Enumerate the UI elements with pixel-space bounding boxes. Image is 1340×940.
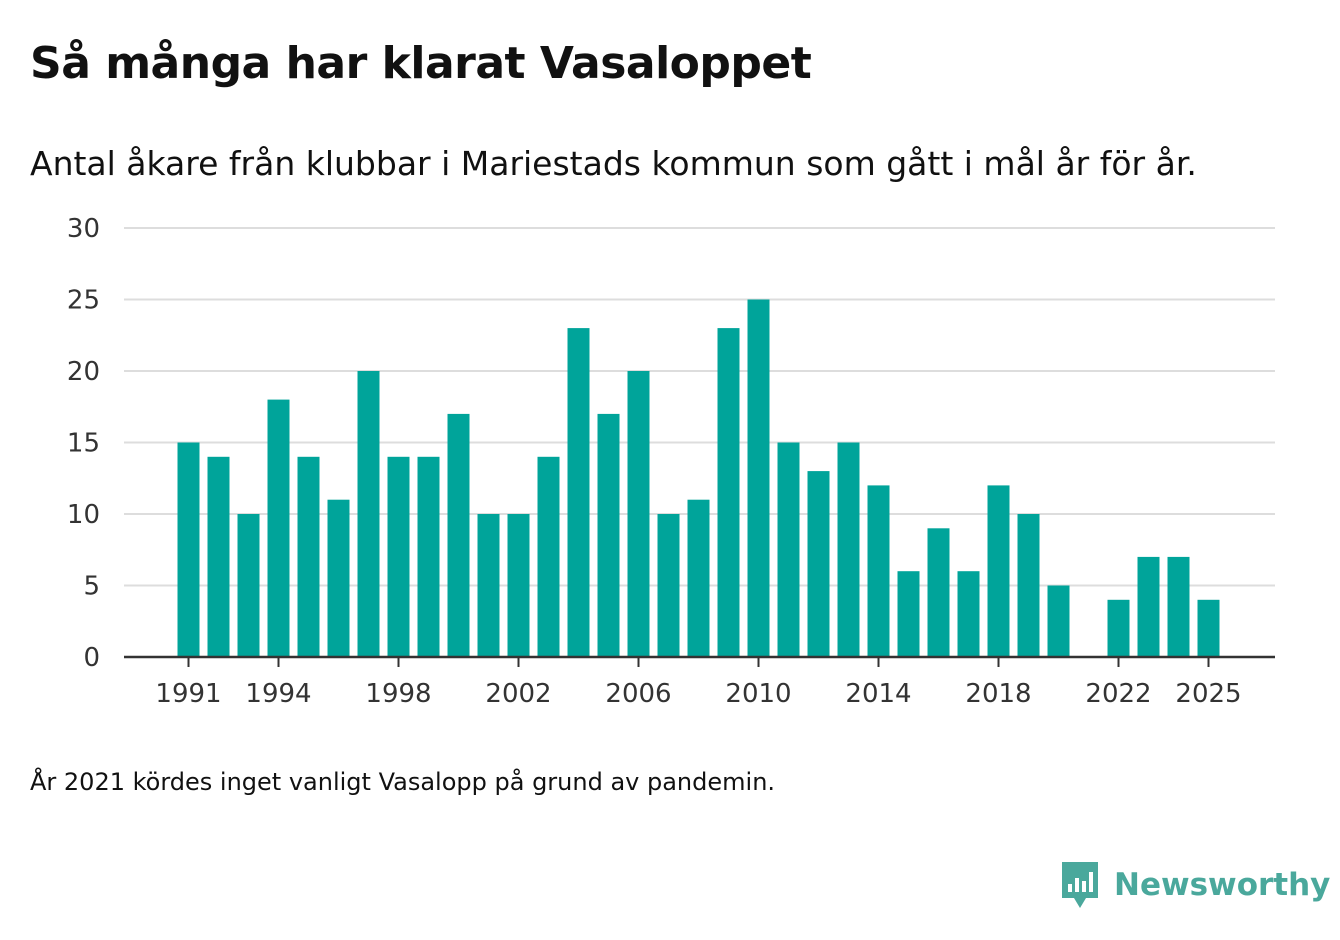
- bar-2010: [747, 299, 770, 657]
- bar-2012: [807, 471, 830, 657]
- y-tick-label-5: 5: [83, 572, 100, 602]
- x-tick-label-2018: 2018: [965, 679, 1031, 709]
- x-tick-label-1991: 1991: [155, 679, 221, 709]
- bar-1996: [327, 499, 350, 657]
- bar-2023: [1137, 556, 1160, 657]
- bar-2025: [1197, 599, 1220, 657]
- y-axis-ticks: 0 5 10 15 20 25 30: [67, 214, 100, 673]
- x-axis-ticks: 1991 1994 1998 2002 2006 2010 2014 2018 2022 2025: [155, 657, 1242, 709]
- y-tick-label-15: 15: [67, 429, 100, 459]
- bar-2019: [1017, 514, 1040, 657]
- x-tick-label-1998: 1998: [365, 679, 431, 709]
- bar-2004: [567, 328, 590, 657]
- bar-2006: [627, 371, 650, 657]
- bar-2009: [717, 328, 740, 657]
- brand: Newsworthy: [1060, 860, 1330, 910]
- x-tick-label-2025: 2025: [1175, 679, 1241, 709]
- bar-2001: [477, 514, 500, 657]
- y-tick-label-25: 25: [67, 286, 100, 316]
- y-tick-label-0: 0: [83, 643, 100, 673]
- bar-2018: [987, 485, 1010, 657]
- bar-1997: [357, 371, 380, 657]
- bar-1991: [177, 442, 200, 657]
- bar-2017: [957, 571, 980, 657]
- x-tick-label-2014: 2014: [845, 679, 911, 709]
- bars: [177, 299, 1220, 657]
- chart-footnote: År 2021 kördes inget vanligt Vasalopp på…: [30, 768, 776, 796]
- y-tick-label-30: 30: [67, 214, 100, 244]
- bar-1994: [267, 399, 290, 657]
- chart-title: Så många har klarat Vasaloppet: [30, 38, 812, 89]
- x-tick-label-2006: 2006: [605, 679, 671, 709]
- bar-2007: [657, 514, 680, 657]
- bar-2022: [1107, 599, 1130, 657]
- bar-2005: [597, 413, 620, 657]
- bar-1993: [237, 514, 260, 657]
- bar-2002: [507, 514, 530, 657]
- newsworthy-logo-icon: [1062, 862, 1098, 908]
- bar-2024: [1167, 556, 1190, 657]
- bar-2016: [927, 528, 950, 657]
- bar-1992: [207, 456, 230, 657]
- bar-1995: [297, 456, 320, 657]
- brand-name: Newsworthy: [1114, 867, 1331, 903]
- chart-subtitle: Antal åkare från klubbar i Mariestads ko…: [30, 144, 1197, 183]
- x-tick-label-2010: 2010: [725, 679, 791, 709]
- y-tick-label-20: 20: [67, 357, 100, 387]
- bar-2008: [687, 499, 710, 657]
- x-tick-label-1994: 1994: [245, 679, 311, 709]
- x-tick-label-2022: 2022: [1085, 679, 1151, 709]
- bar-2011: [777, 442, 800, 657]
- bar-2020: [1047, 585, 1070, 657]
- bar-2000: [447, 413, 470, 657]
- bar-1999: [417, 456, 440, 657]
- bar-2015: [897, 571, 920, 657]
- x-tick-label-2002: 2002: [485, 679, 551, 709]
- y-tick-label-10: 10: [67, 500, 100, 530]
- bar-2003: [537, 456, 560, 657]
- bar-2013: [837, 442, 860, 657]
- bar-1998: [387, 456, 410, 657]
- bar-2014: [867, 485, 890, 657]
